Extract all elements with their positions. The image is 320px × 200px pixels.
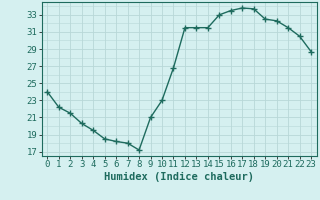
X-axis label: Humidex (Indice chaleur): Humidex (Indice chaleur) (104, 172, 254, 182)
